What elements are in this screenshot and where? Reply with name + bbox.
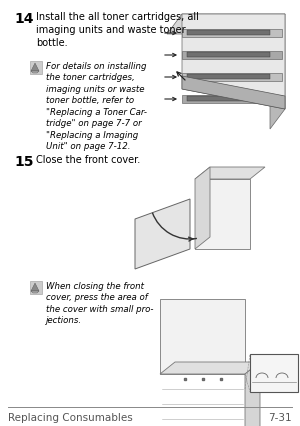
Polygon shape: [182, 15, 285, 110]
Text: For details on installing
the toner cartridges,
imaging units or waste
toner bot: For details on installing the toner cart…: [46, 62, 147, 151]
Polygon shape: [187, 53, 270, 58]
Text: 7-31: 7-31: [268, 412, 292, 422]
Polygon shape: [31, 64, 39, 72]
FancyBboxPatch shape: [160, 299, 245, 374]
Polygon shape: [182, 74, 282, 82]
Polygon shape: [182, 96, 282, 104]
Polygon shape: [187, 75, 270, 80]
Text: When closing the front
cover, press the area of
the cover with small pro-
jectio: When closing the front cover, press the …: [46, 281, 154, 325]
Text: Install the all toner cartridges, all
imaging units and waste toner
bottle.: Install the all toner cartridges, all im…: [36, 12, 199, 47]
Polygon shape: [182, 52, 282, 60]
Polygon shape: [167, 15, 285, 35]
Polygon shape: [195, 167, 265, 180]
Polygon shape: [270, 15, 285, 130]
FancyBboxPatch shape: [195, 180, 250, 249]
FancyBboxPatch shape: [30, 281, 42, 294]
Polygon shape: [245, 362, 260, 426]
FancyBboxPatch shape: [30, 62, 42, 75]
Polygon shape: [187, 97, 270, 102]
Text: Replacing Consumables: Replacing Consumables: [8, 412, 133, 422]
Text: Close the front cover.: Close the front cover.: [36, 155, 140, 164]
Polygon shape: [31, 283, 39, 291]
Polygon shape: [135, 199, 190, 269]
Polygon shape: [195, 167, 210, 249]
FancyBboxPatch shape: [250, 354, 298, 392]
Text: 15: 15: [14, 155, 34, 169]
Text: 14: 14: [14, 12, 34, 26]
Polygon shape: [182, 30, 282, 38]
Polygon shape: [160, 362, 260, 374]
Polygon shape: [31, 72, 39, 74]
Polygon shape: [187, 31, 270, 36]
Polygon shape: [182, 77, 285, 110]
Polygon shape: [31, 291, 39, 294]
